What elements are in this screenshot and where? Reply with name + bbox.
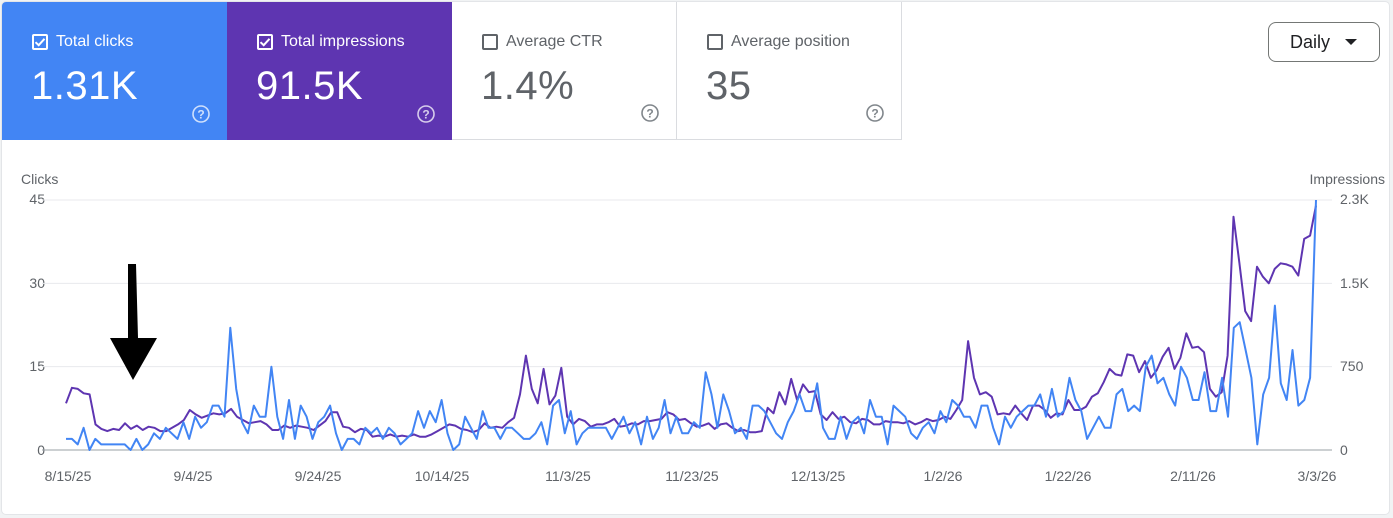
chart-grid [42, 199, 1332, 451]
metric-cards: Total clicks 1.31K ? Total impressions 9… [2, 2, 902, 140]
metric-card-value: 35 [706, 64, 752, 108]
x-tick-label: 8/15/25 [44, 468, 92, 484]
x-tick-label: 1/2/26 [923, 468, 963, 484]
metric-card-label-row: Total clicks [32, 33, 133, 51]
help-icon[interactable]: ? [640, 103, 660, 123]
svg-text:?: ? [197, 108, 204, 122]
help-icon[interactable]: ? [865, 103, 885, 123]
svg-text:?: ? [646, 107, 653, 121]
metric-card-value: 1.4% [481, 64, 575, 108]
x-tick-label: 10/14/25 [414, 468, 470, 484]
y-tick-right: 0 [1340, 442, 1348, 458]
checkbox-unchecked-icon[interactable] [707, 34, 723, 50]
period-dropdown[interactable]: Daily [1268, 22, 1380, 62]
metric-card-total-clicks[interactable]: Total clicks 1.31K ? [2, 2, 227, 140]
y-axis-right-title: Impressions [1309, 171, 1385, 187]
help-icon[interactable]: ? [416, 104, 436, 124]
metric-card-label: Total clicks [56, 33, 134, 50]
metric-card-label: Average CTR [506, 33, 603, 50]
y-tick-right: 1.5K [1340, 275, 1369, 291]
x-tick-label: 9/24/25 [294, 468, 342, 484]
y-tick-left: 45 [29, 191, 45, 207]
svg-text:?: ? [871, 107, 878, 121]
y-tick-right: 750 [1340, 358, 1364, 374]
period-dropdown-value: Daily [1290, 31, 1331, 52]
y-tick-right: 2.3K [1340, 191, 1369, 207]
metric-card-label-row: Average position [707, 33, 850, 51]
x-tick-label: 9/4/25 [173, 468, 213, 484]
metric-card-value: 91.5K [256, 64, 364, 108]
x-tick-label: 12/13/25 [790, 468, 846, 484]
svg-text:?: ? [422, 108, 429, 122]
caret-down-icon [1345, 39, 1357, 45]
annotation-arrow-icon [110, 264, 157, 380]
help-icon[interactable]: ? [191, 104, 211, 124]
metric-card-label-row: Average CTR [482, 33, 603, 51]
checkbox-checked-icon[interactable] [32, 34, 48, 50]
series-line-impressions [65, 205, 1317, 438]
chart-series [65, 199, 1317, 451]
x-tick-label: 1/22/26 [1044, 468, 1092, 484]
y-tick-left: 0 [37, 442, 45, 458]
metric-card-label: Average position [731, 33, 850, 50]
checkbox-unchecked-icon[interactable] [482, 34, 498, 50]
y-axis-left-title: Clicks [21, 171, 59, 187]
metric-card-average-position[interactable]: Average position 35 ? [677, 2, 902, 140]
metric-card-label-row: Total impressions [257, 33, 405, 51]
x-tick-label: 11/23/25 [665, 468, 719, 484]
y-tick-left: 15 [29, 358, 45, 374]
metric-card-average-ctr[interactable]: Average CTR 1.4% ? [452, 2, 677, 140]
x-tick-label: 11/3/25 [545, 468, 591, 484]
y-tick-left: 30 [29, 275, 45, 291]
checkbox-checked-icon[interactable] [257, 34, 273, 50]
x-tick-label: 2/11/26 [1170, 468, 1216, 484]
metric-card-label: Total impressions [281, 33, 405, 50]
x-tick-label: 3/3/26 [1297, 468, 1337, 484]
metric-card-value: 1.31K [31, 64, 139, 108]
metric-card-total-impressions[interactable]: Total impressions 91.5K ? [227, 2, 452, 140]
series-line-clicks [66, 199, 1317, 451]
